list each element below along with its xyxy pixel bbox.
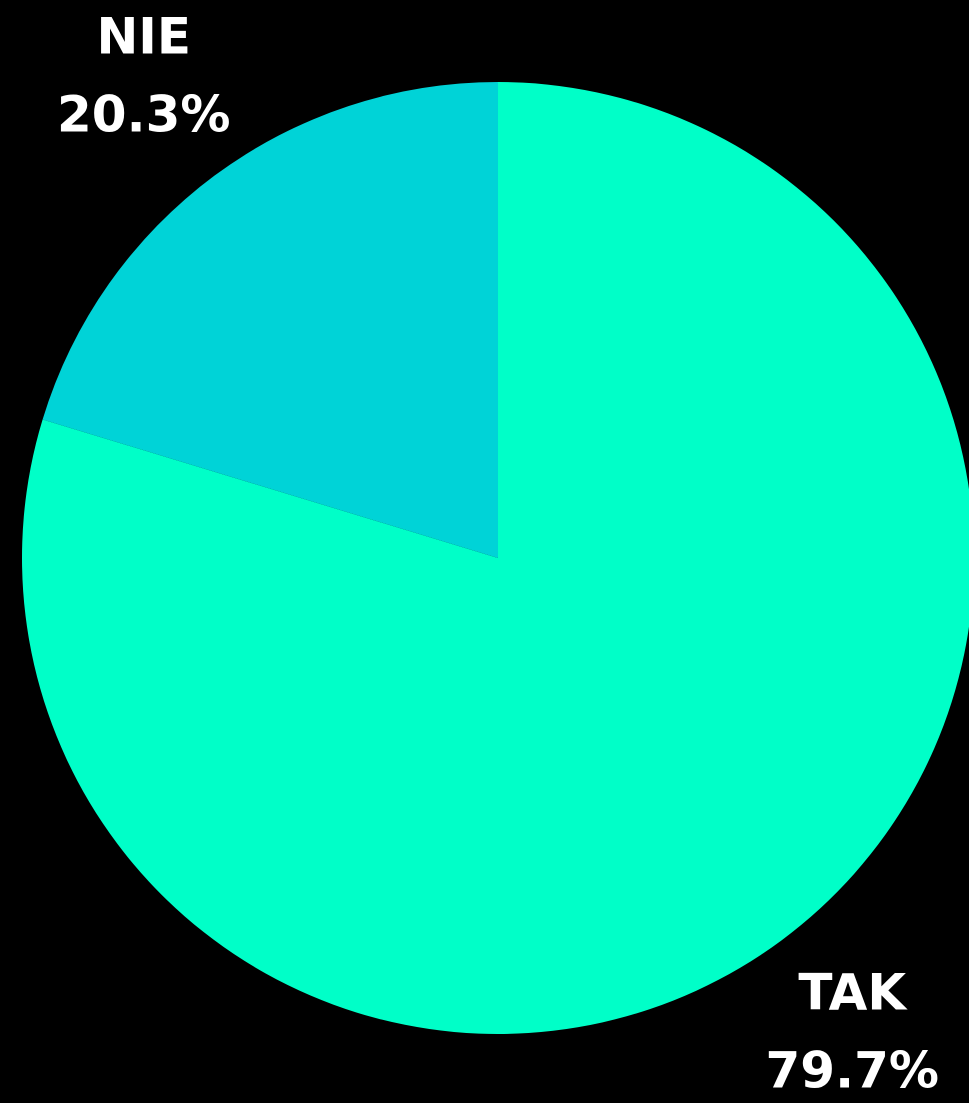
slice-label: NIE [96, 7, 191, 65]
pie-slice [22, 82, 969, 1034]
slice-value-label: 20.3% [57, 85, 230, 143]
slice-value-label: 79.7% [766, 1042, 939, 1100]
pie-slice [42, 82, 498, 558]
slice-label: TAK [798, 964, 908, 1022]
